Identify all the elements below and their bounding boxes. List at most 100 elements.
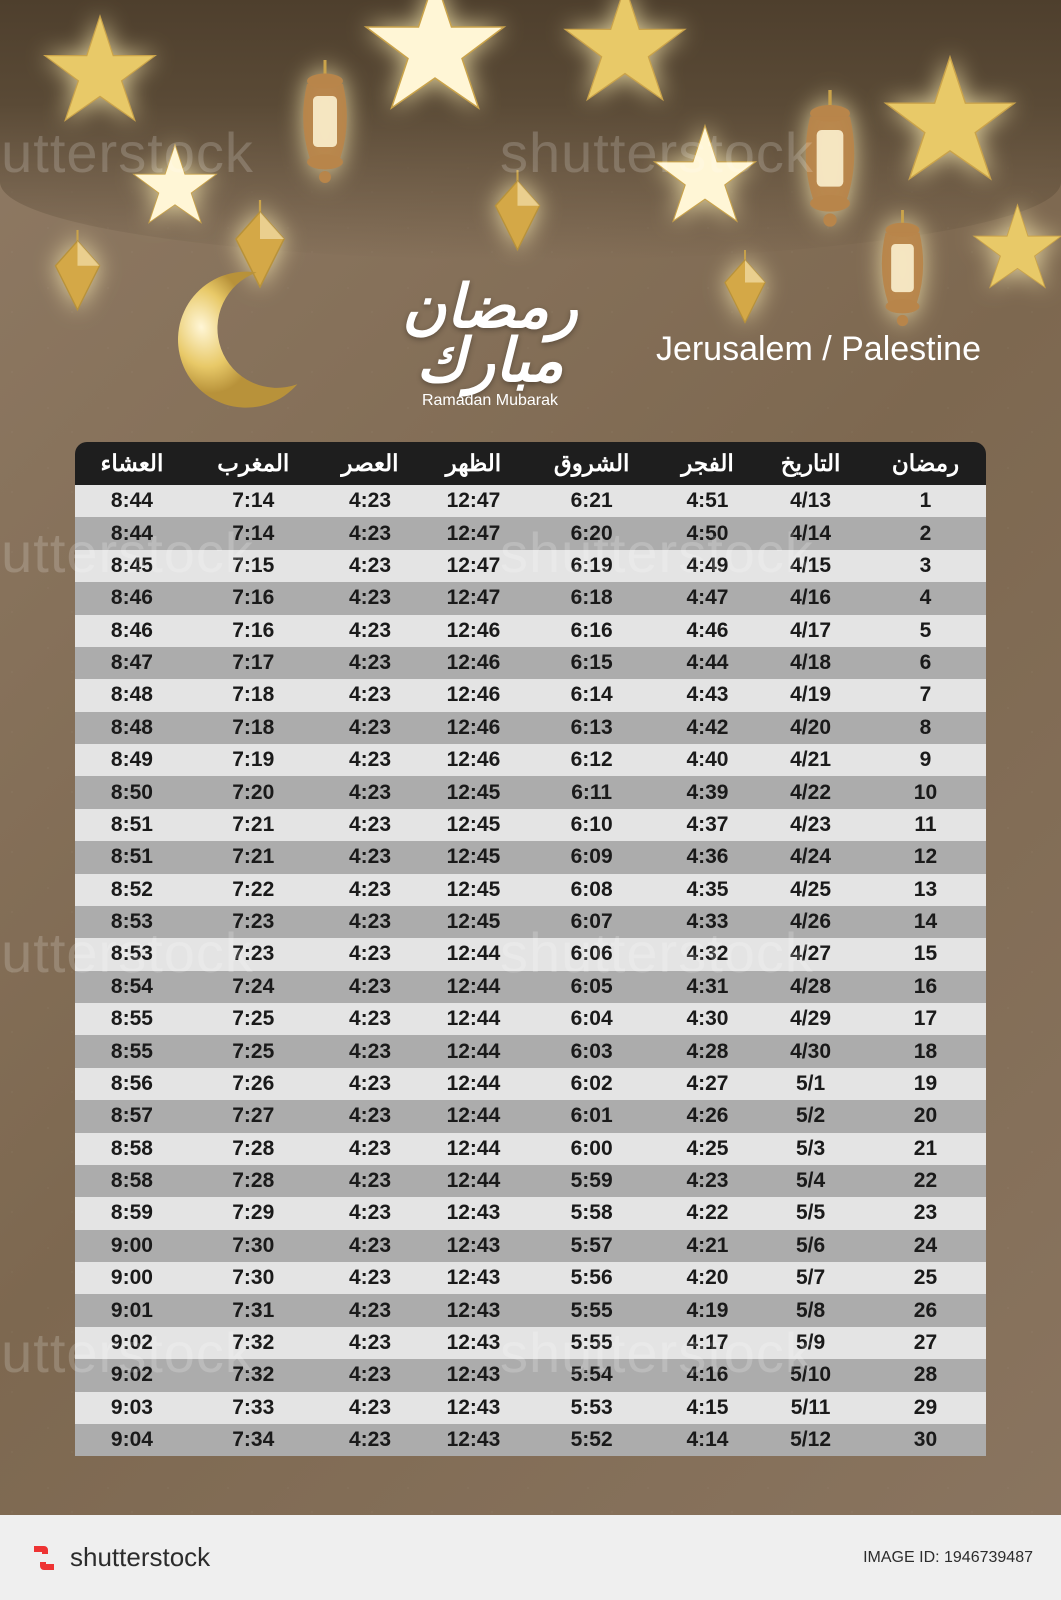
- table-cell: 12:45: [422, 809, 524, 841]
- table-cell: 29: [865, 1392, 986, 1424]
- table-cell: 4:23: [318, 1165, 423, 1197]
- calligraphy-title: رمضان مبارك: [350, 280, 630, 388]
- table-cell: 12:46: [422, 647, 524, 679]
- table-cell: 8:47: [75, 647, 189, 679]
- table-cell: 4:23: [318, 485, 423, 517]
- table-body: 8:447:144:2312:476:214:514/1318:447:144:…: [75, 485, 986, 1456]
- table-cell: 8:48: [75, 712, 189, 744]
- table-row: 9:007:304:2312:435:574:215/624: [75, 1230, 986, 1262]
- table-row: 8:557:254:2312:446:034:284/3018: [75, 1035, 986, 1067]
- table-cell: 4/21: [756, 744, 865, 776]
- table-header-row: العشاءالمغربالعصرالظهرالشروقالفجرالتاريخ…: [75, 442, 986, 485]
- column-header: التاريخ: [756, 442, 865, 485]
- table-cell: 4/20: [756, 712, 865, 744]
- table-row: 8:587:284:2312:446:004:255/321: [75, 1133, 986, 1165]
- column-header: المغرب: [189, 442, 318, 485]
- table-cell: 7:27: [189, 1100, 318, 1132]
- table-cell: 7:16: [189, 615, 318, 647]
- table-cell: 21: [865, 1133, 986, 1165]
- table-cell: 7:24: [189, 971, 318, 1003]
- table-cell: 22: [865, 1165, 986, 1197]
- table-cell: 7:25: [189, 1003, 318, 1035]
- table-cell: 4/15: [756, 550, 865, 582]
- table-cell: 12:43: [422, 1424, 524, 1456]
- table-cell: 12:47: [422, 517, 524, 549]
- table-cell: 20: [865, 1100, 986, 1132]
- table-cell: 12:44: [422, 971, 524, 1003]
- table-cell: 4:23: [318, 712, 423, 744]
- table-cell: 5/4: [756, 1165, 865, 1197]
- column-header: الشروق: [525, 442, 659, 485]
- table-cell: 7:28: [189, 1133, 318, 1165]
- table-cell: 12:44: [422, 938, 524, 970]
- table-cell: 4:36: [659, 841, 756, 873]
- table-cell: 4/16: [756, 582, 865, 614]
- table-cell: 10: [865, 776, 986, 808]
- table-cell: 4:23: [318, 1068, 423, 1100]
- table-cell: 5/1: [756, 1068, 865, 1100]
- table-row: 9:007:304:2312:435:564:205/725: [75, 1262, 986, 1294]
- table-cell: 4/25: [756, 874, 865, 906]
- table-cell: 6:07: [525, 906, 659, 938]
- footer-logo: shutterstock: [28, 1542, 210, 1574]
- table-cell: 7:19: [189, 744, 318, 776]
- table-cell: 4/30: [756, 1035, 865, 1067]
- column-header: رمضان: [865, 442, 986, 485]
- table-cell: 7:18: [189, 679, 318, 711]
- table-cell: 3: [865, 550, 986, 582]
- table-cell: 8:44: [75, 517, 189, 549]
- table-cell: 4/13: [756, 485, 865, 517]
- table-cell: 12:44: [422, 1035, 524, 1067]
- table-cell: 6:06: [525, 938, 659, 970]
- table-row: 8:487:184:2312:466:134:424/208: [75, 712, 986, 744]
- table-cell: 6:15: [525, 647, 659, 679]
- table-cell: 7:20: [189, 776, 318, 808]
- table-cell: 4/27: [756, 938, 865, 970]
- table-row: 8:447:144:2312:476:214:514/131: [75, 485, 986, 517]
- table-row: 8:447:144:2312:476:204:504/142: [75, 517, 986, 549]
- table-cell: 12:43: [422, 1327, 524, 1359]
- table-cell: 6:19: [525, 550, 659, 582]
- table-cell: 14: [865, 906, 986, 938]
- table-cell: 8:50: [75, 776, 189, 808]
- table-cell: 7:18: [189, 712, 318, 744]
- table-cell: 12:46: [422, 679, 524, 711]
- table-cell: 4:20: [659, 1262, 756, 1294]
- table-cell: 12:46: [422, 744, 524, 776]
- table-cell: 4:23: [318, 647, 423, 679]
- table-cell: 6:18: [525, 582, 659, 614]
- table-cell: 6:03: [525, 1035, 659, 1067]
- table-cell: 4:23: [318, 906, 423, 938]
- table-cell: 7:26: [189, 1068, 318, 1100]
- table-row: 8:567:264:2312:446:024:275/119: [75, 1068, 986, 1100]
- table-cell: 8: [865, 712, 986, 744]
- table-cell: 4/19: [756, 679, 865, 711]
- table-cell: 8:51: [75, 809, 189, 841]
- footer-image-id: IMAGE ID: 1946739487: [863, 1549, 1033, 1567]
- table-cell: 7:17: [189, 647, 318, 679]
- table-cell: 7:28: [189, 1165, 318, 1197]
- table-cell: 6:16: [525, 615, 659, 647]
- table-cell: 5:59: [525, 1165, 659, 1197]
- table-cell: 19: [865, 1068, 986, 1100]
- table-cell: 4:39: [659, 776, 756, 808]
- table-cell: 8:56: [75, 1068, 189, 1100]
- table-cell: 13: [865, 874, 986, 906]
- table-cell: 8:53: [75, 906, 189, 938]
- table-cell: 9:02: [75, 1359, 189, 1391]
- table-cell: 5/10: [756, 1359, 865, 1391]
- table-cell: 4:46: [659, 615, 756, 647]
- table-cell: 12:43: [422, 1197, 524, 1229]
- table-row: 8:517:214:2312:456:094:364/2412: [75, 841, 986, 873]
- table-cell: 16: [865, 971, 986, 1003]
- subtitle: Ramadan Mubarak: [350, 392, 630, 410]
- table-cell: 4/24: [756, 841, 865, 873]
- table-cell: 4:23: [318, 874, 423, 906]
- table-cell: 4:35: [659, 874, 756, 906]
- table-cell: 12:43: [422, 1230, 524, 1262]
- table-cell: 6:00: [525, 1133, 659, 1165]
- table-row: 8:507:204:2312:456:114:394/2210: [75, 776, 986, 808]
- table-row: 8:547:244:2312:446:054:314/2816: [75, 971, 986, 1003]
- table-cell: 12:45: [422, 874, 524, 906]
- table-cell: 7:29: [189, 1197, 318, 1229]
